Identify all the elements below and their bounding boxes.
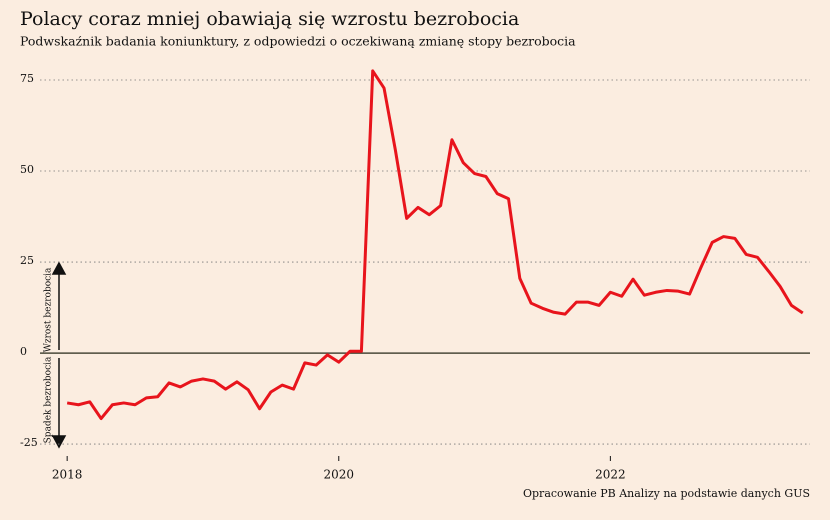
y-tick-label: 25: [20, 254, 34, 267]
y-tick-label: -25: [20, 436, 38, 449]
data-line: [66, 69, 804, 421]
x-tick-label: 2018: [52, 468, 83, 482]
chart-subtitle: Podwskaźnik badania koniunktury, z odpow…: [20, 34, 576, 49]
y-tick-label: 75: [20, 72, 34, 85]
annotation-arrows: [51, 261, 67, 449]
y-tick-label: 0: [20, 345, 27, 358]
y-tick-label: 50: [20, 163, 34, 176]
x-tick-label: 2022: [595, 468, 626, 482]
source: Opracowanie PB Analizy na podstawie dany…: [523, 487, 810, 500]
chart-title: Polacy coraz mniej obawiają się wzrostu …: [20, 8, 519, 30]
arrowhead: [51, 261, 67, 275]
x-tick-label: 2020: [323, 468, 354, 482]
annotation: Wzrost bezrobocia: [44, 267, 54, 352]
annotation: Spadek bezrobocia: [44, 356, 54, 443]
arrowhead: [51, 435, 67, 449]
